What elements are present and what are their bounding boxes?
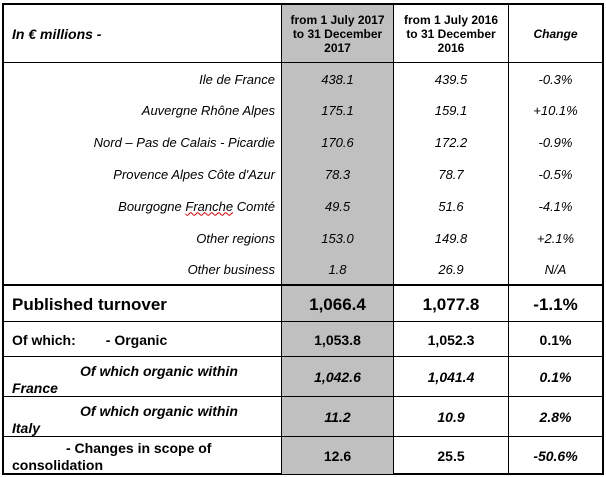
table-row: Other business 1.8 26.9 N/A bbox=[4, 254, 602, 284]
region-name-part1: Bourgogne bbox=[118, 198, 186, 214]
organic-france-label-line1: Of which organic within bbox=[80, 363, 238, 379]
column-header-2017-line1: from 1 July 2017 bbox=[290, 12, 385, 27]
region-name: Provence Alpes Côte d'Azur bbox=[113, 166, 275, 182]
value-2017: 438.1 bbox=[281, 63, 394, 95]
value-2017: 153.0 bbox=[281, 222, 394, 254]
change-value: +2.1% bbox=[536, 230, 575, 246]
value-2017: 1.8 bbox=[281, 254, 394, 284]
france-change: 0.1% bbox=[539, 369, 572, 385]
published-value-2016: 1,077.8 bbox=[394, 286, 509, 323]
change-value: -0.3% bbox=[538, 71, 573, 87]
region-name: Ile de France bbox=[199, 71, 275, 87]
unit-label: In € millions - bbox=[12, 25, 102, 42]
organic-value-2016: 1,052.3 bbox=[394, 322, 509, 357]
scope-changes-label: - Changes in scope of consolidation bbox=[4, 437, 281, 474]
table-row: Nord – Pas de Calais - Picardie 170.6 17… bbox=[4, 126, 602, 158]
change-value: -4.1% bbox=[538, 198, 573, 214]
organic-italy-label-line1: Of which organic within bbox=[80, 403, 238, 419]
value-2017: 170.6 bbox=[281, 126, 394, 158]
value-2017: 175.1 bbox=[281, 94, 394, 126]
scope-change: -50.6% bbox=[533, 447, 578, 464]
column-header-2016-line3: 2016 bbox=[437, 40, 465, 55]
change-value: -0.9% bbox=[538, 134, 573, 150]
value-2017: 49.5 bbox=[281, 190, 394, 222]
column-header-2016: from 1 July 2016 to 31 December 2016 bbox=[394, 5, 509, 62]
scope-changes-label-line1: - Changes in scope of bbox=[66, 440, 212, 456]
value-2017: 78.3 bbox=[281, 158, 394, 190]
column-header-2017: from 1 July 2017 to 31 December 2017 bbox=[281, 5, 394, 62]
change-value: +10.1% bbox=[533, 102, 578, 118]
scope-changes-row: - Changes in scope of consolidation 12.6… bbox=[4, 436, 602, 474]
region-name: Nord – Pas de Calais - Picardie bbox=[93, 134, 275, 150]
column-header-2016-line1: from 1 July 2016 bbox=[403, 12, 499, 27]
scope-value-2017: 12.6 bbox=[281, 437, 394, 474]
published-value-2017: 1,066.4 bbox=[281, 286, 394, 323]
organic-france-label-line2: France bbox=[12, 380, 58, 396]
table-header: In € millions - from 1 July 2017 to 31 D… bbox=[4, 5, 602, 62]
italy-change: 2.8% bbox=[539, 409, 572, 425]
organic-row: Of which: - Organic 1,053.8 1,052.3 0.1% bbox=[4, 321, 602, 357]
organic-italy-row: Of which organic within Italy 11.2 10.9 … bbox=[4, 396, 602, 437]
organic-change: 0.1% bbox=[539, 331, 572, 348]
region-name: Other business bbox=[187, 261, 275, 277]
table-row: Bourgogne Franche Comté 49.5 51.6 -4.1% bbox=[4, 190, 602, 222]
scope-changes-label-line2: consolidation bbox=[12, 457, 103, 473]
published-turnover-row: Published turnover 1,066.4 1,077.8 -1.1% bbox=[4, 284, 602, 323]
france-value-2016: 1,041.4 bbox=[394, 357, 509, 397]
published-turnover-label: Published turnover bbox=[12, 294, 167, 314]
table-row: Ile de France 438.1 439.5 -0.3% bbox=[4, 62, 602, 95]
change-value: -0.5% bbox=[538, 166, 573, 182]
value-2016: 26.9 bbox=[394, 254, 509, 284]
table-row: Provence Alpes Côte d'Azur 78.3 78.7 -0.… bbox=[4, 158, 602, 190]
region-name: Other regions bbox=[196, 230, 275, 246]
value-2016: 51.6 bbox=[394, 190, 509, 222]
region-name-part3: Comté bbox=[233, 198, 275, 214]
organic-italy-label: Of which organic within Italy bbox=[4, 397, 281, 437]
change-value: N/A bbox=[544, 261, 567, 277]
region-name: Auvergne Rhône Alpes bbox=[141, 102, 275, 118]
value-2016: 159.1 bbox=[394, 94, 509, 126]
organic-france-label: Of which organic within France bbox=[4, 357, 281, 397]
turnover-table: In € millions - from 1 July 2017 to 31 D… bbox=[2, 3, 604, 475]
table-row: Other regions 153.0 149.8 +2.1% bbox=[4, 222, 602, 254]
value-2016: 149.8 bbox=[394, 222, 509, 254]
region-name-spellcheck-word: Franche bbox=[185, 198, 234, 214]
organic-italy-label-line2: Italy bbox=[12, 420, 41, 436]
organic-value-2017: 1,053.8 bbox=[281, 322, 394, 357]
organic-label-prefix: Of which: bbox=[12, 331, 76, 348]
column-header-change: Change bbox=[533, 26, 578, 41]
region-name: Bourgogne Franche Comté bbox=[4, 190, 281, 222]
italy-value-2016: 10.9 bbox=[394, 397, 509, 437]
organic-france-row: Of which organic within France 1,042.6 1… bbox=[4, 356, 602, 397]
italy-value-2017: 11.2 bbox=[281, 397, 394, 437]
table-row: Auvergne Rhône Alpes 175.1 159.1 +10.1% bbox=[4, 94, 602, 126]
value-2016: 78.7 bbox=[394, 158, 509, 190]
scope-value-2016: 25.5 bbox=[394, 437, 509, 474]
organic-label-suffix: - Organic bbox=[105, 331, 168, 348]
value-2016: 172.2 bbox=[394, 126, 509, 158]
france-value-2017: 1,042.6 bbox=[281, 357, 394, 397]
column-header-2017-line3: 2017 bbox=[324, 40, 351, 55]
column-header-2016-line2: to 31 December bbox=[406, 26, 496, 41]
value-2016: 439.5 bbox=[394, 63, 509, 95]
published-change: -1.1% bbox=[533, 294, 578, 314]
column-header-2017-line2: to 31 December bbox=[292, 26, 383, 41]
organic-label: Of which: - Organic bbox=[4, 322, 281, 357]
